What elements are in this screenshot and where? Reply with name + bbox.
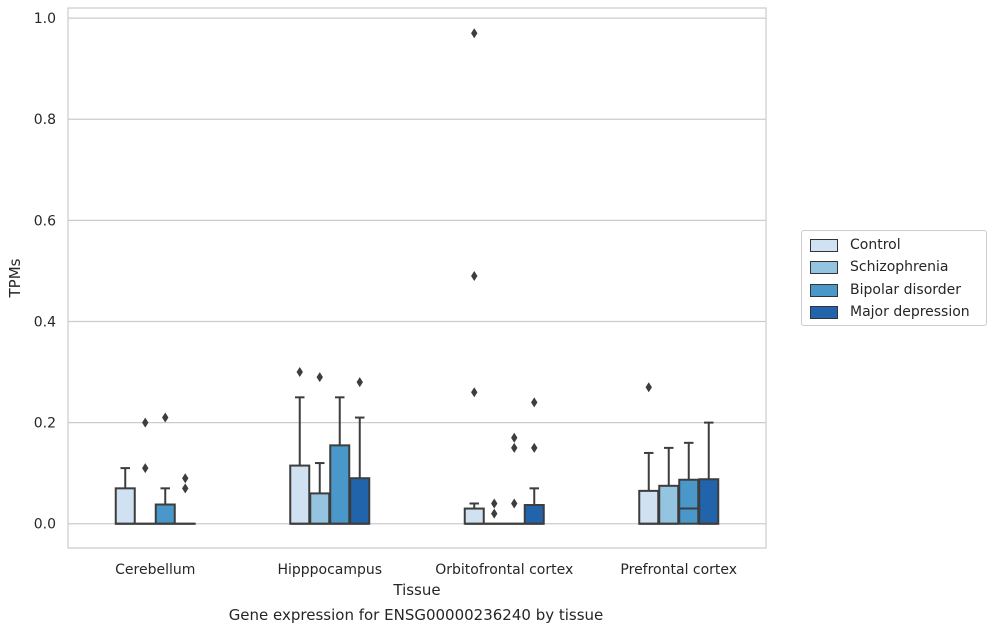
x-tick-label: Prefrontal cortex (620, 562, 737, 578)
outlier-points (142, 28, 652, 519)
box-body (523, 504, 545, 525)
box-3-2 (523, 487, 545, 525)
outlier-point (182, 483, 189, 494)
box-1-1 (309, 462, 331, 525)
box-3-1 (349, 416, 371, 525)
box-0-0 (114, 467, 136, 525)
box-body (678, 478, 700, 525)
x-axis-label: Tissue (392, 581, 440, 599)
box-body (658, 484, 680, 525)
outlier-point (491, 508, 498, 519)
box-body (289, 464, 311, 525)
outlier-point (162, 412, 169, 423)
legend-label-control: Control (850, 237, 901, 253)
box-body (698, 478, 720, 525)
y-tick-label: 0.6 (34, 213, 56, 229)
outlier-point (296, 367, 303, 378)
box-1-3 (658, 446, 680, 525)
box-body (154, 503, 176, 525)
box-0-1 (289, 396, 311, 525)
box-2-0 (154, 487, 176, 525)
legend: Control Schizophrenia Bipolar disorder M… (801, 230, 987, 326)
outlier-point (531, 442, 538, 453)
box-0-3 (638, 451, 660, 525)
legend-label-bipolar-disorder: Bipolar disorder (850, 282, 962, 298)
box-body (309, 492, 331, 525)
box-2-1 (329, 396, 351, 525)
x-tick-label: Cerebellum (115, 562, 195, 578)
x-tick-label: Orbitofrontal cortex (435, 562, 573, 578)
outlier-point (491, 498, 498, 509)
box-0-2 (463, 502, 485, 525)
outlier-point (316, 372, 323, 383)
box-body (638, 489, 660, 525)
chart-caption: Gene expression for ENSG00000236240 by t… (228, 606, 604, 624)
legend-label-schizophrenia: Schizophrenia (850, 259, 949, 275)
y-tick-label: 1.0 (34, 11, 56, 27)
legend-swatch-bipolar-disorder (810, 283, 838, 297)
outlier-point (182, 473, 189, 484)
legend-item-major-depression: Major depression (810, 302, 970, 322)
legend-item-control: Control (810, 235, 901, 255)
x-tick-label: Hipppocampus (277, 562, 382, 578)
outlier-point (511, 432, 518, 443)
outlier-point (356, 377, 363, 388)
outlier-point (511, 442, 518, 453)
outlier-point (645, 382, 652, 393)
outlier-point (471, 28, 478, 39)
box-body (349, 477, 371, 525)
box-body (463, 507, 485, 525)
outlier-point (142, 417, 149, 428)
legend-item-schizophrenia: Schizophrenia (810, 257, 948, 277)
outlier-point (142, 463, 149, 474)
outlier-point (471, 387, 478, 398)
plot-area-frame (67, 7, 767, 549)
legend-swatch-control (810, 238, 838, 252)
y-tick-label: 0.8 (34, 112, 56, 128)
outlier-point (511, 498, 518, 509)
legend-item-bipolar-disorder: Bipolar disorder (810, 280, 961, 300)
box-body (329, 444, 351, 525)
legend-swatch-major-depression (810, 305, 838, 319)
y-axis-label: TPMs (6, 258, 24, 298)
box-3-3 (698, 421, 720, 525)
outlier-point (531, 397, 538, 408)
y-tick-label: 0.2 (34, 416, 56, 432)
legend-label-major-depression: Major depression (850, 304, 970, 320)
y-tick-label: 0.4 (34, 314, 56, 330)
x-axis-ticks: Cerebellum Hipppocampus Orbitofrontal cort… (115, 562, 737, 578)
box-body (114, 487, 136, 525)
boxes (114, 396, 720, 525)
y-axis-ticks: 0.0 0.2 0.4 0.6 0.8 1.0 (34, 11, 56, 533)
grid-lines (68, 17, 766, 525)
box-2-3 (678, 441, 700, 525)
y-tick-label: 0.0 (34, 517, 56, 533)
outlier-point (471, 270, 478, 281)
legend-swatch-schizophrenia (810, 260, 838, 274)
